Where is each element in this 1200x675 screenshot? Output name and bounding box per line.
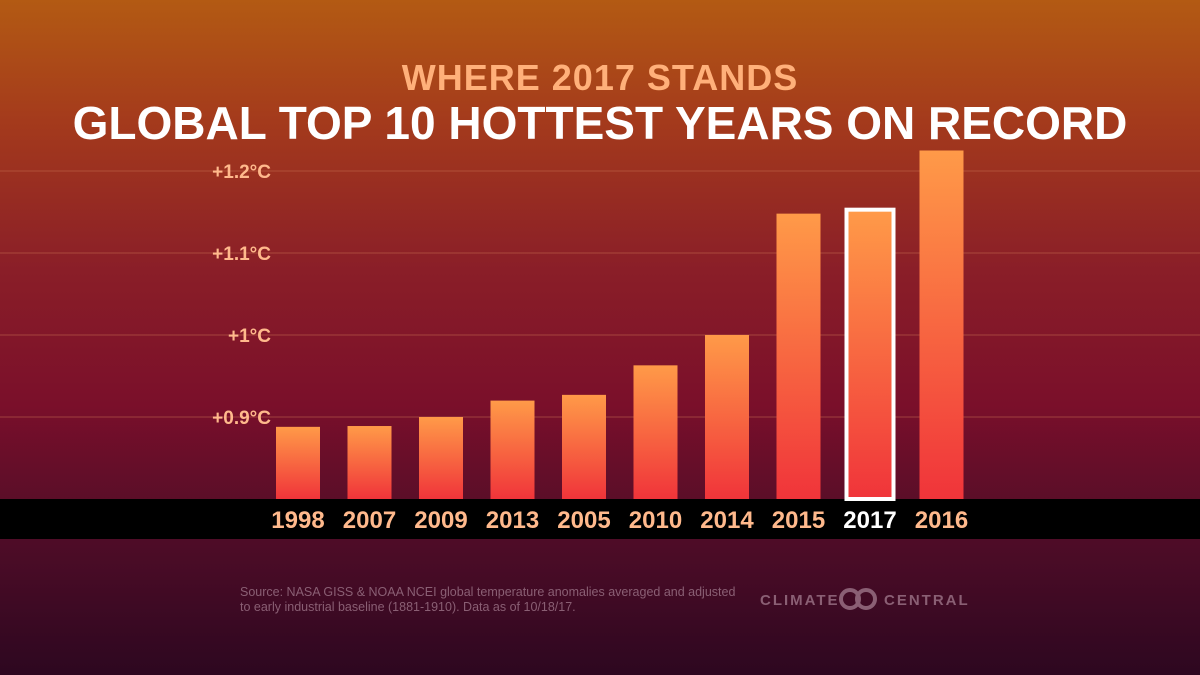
x-tick-label: 2017 (843, 507, 896, 534)
x-axis-ticks: 1998 2007 2009 2013 2005 2010 2014 2015 2017 2016 (271, 507, 968, 534)
bar-2015 (776, 213, 821, 499)
x-tick-label: 2014 (700, 507, 754, 534)
bars (276, 150, 964, 501)
gridlines (0, 170, 1200, 418)
bar-2010 (633, 365, 678, 499)
bar-2014 (705, 335, 749, 499)
bar-2005 (562, 394, 606, 499)
x-tick-label: 2007 (343, 507, 396, 534)
climate-central-logo-icon (839, 588, 877, 610)
brand-left-text: CLIMATE (760, 592, 840, 609)
x-tick-label: 2013 (486, 507, 539, 534)
y-axis-ticks: +0.9°C +1°C +1.1°C +1.2°C (212, 162, 271, 429)
brand-right-text: CENTRAL (884, 592, 970, 609)
x-tick-label: 1998 (271, 507, 324, 534)
x-axis-band (0, 499, 1200, 539)
x-tick-label: 2009 (414, 507, 467, 534)
bar-highlight-outline (844, 207, 896, 501)
climate-central-logo: CLIMATE CENTRAL (760, 588, 970, 610)
bar-2017 (848, 211, 892, 499)
bar-2016 (919, 150, 964, 499)
x-tick-label: 2015 (772, 507, 825, 534)
x-tick-label: 2005 (557, 507, 610, 534)
chart-title: GLOBAL TOP 10 HOTTEST YEARS ON RECORD (73, 97, 1128, 149)
chart-subtitle: WHERE 2017 STANDS (402, 57, 798, 98)
y-tick-label: +1°C (228, 326, 271, 347)
bar-1998 (276, 426, 320, 499)
x-tick-label: 2016 (915, 507, 968, 534)
bar-2007 (347, 426, 392, 499)
x-tick-label: 2010 (629, 507, 682, 534)
y-tick-label: +0.9°C (212, 408, 271, 429)
y-tick-label: +1.1°C (212, 244, 271, 265)
bar-2013 (490, 400, 535, 499)
y-tick-label: +1.2°C (212, 162, 271, 183)
bar-2009 (419, 417, 463, 499)
source-note-line2: to early industrial baseline (1881-1910)… (240, 600, 576, 614)
source-note-line1: Source: NASA GISS & NOAA NCEI global tem… (240, 585, 735, 599)
